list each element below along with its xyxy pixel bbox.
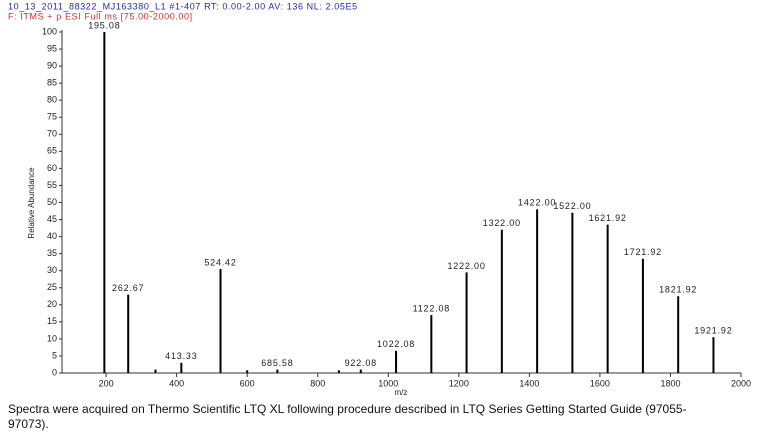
x-tick-label: 800 <box>310 378 325 388</box>
peak-label: 1222.00 <box>448 261 486 271</box>
y-tick-label: 0 <box>52 367 57 377</box>
y-tick-label: 70 <box>47 129 57 139</box>
y-tick-label: 40 <box>47 231 57 241</box>
peak-label: 1921.92 <box>694 326 732 336</box>
peak-label: 922.08 <box>345 358 377 368</box>
peak-label: 262.67 <box>112 283 144 293</box>
y-tick-label: 15 <box>47 316 57 326</box>
peak-label: 1522.00 <box>553 201 591 211</box>
x-tick-label: 400 <box>169 378 184 388</box>
x-tick-label: 600 <box>240 378 255 388</box>
peak-label: 1721.92 <box>624 247 662 257</box>
y-tick-label: 90 <box>47 60 57 70</box>
y-tick-label: 75 <box>47 112 57 122</box>
y-tick-label: 50 <box>47 197 57 207</box>
y-tick-label: 45 <box>47 214 57 224</box>
y-tick-label: 30 <box>47 265 57 275</box>
peak-label: 524.42 <box>204 257 236 267</box>
y-tick-label: 5 <box>52 350 57 360</box>
y-tick-label: 20 <box>47 299 57 309</box>
peak-label: 1022.08 <box>377 339 415 349</box>
y-tick-label: 80 <box>47 95 57 105</box>
x-tick-label: 1600 <box>590 378 610 388</box>
y-axis-label: Relative Abundance <box>27 167 36 239</box>
x-axis-label: m/z <box>395 388 408 397</box>
peak-label: 413.33 <box>165 351 197 361</box>
y-tick-label: 25 <box>47 282 57 292</box>
header-line: 10_13_2011_88322_MJ163380_L1 #1-407 RT: … <box>8 1 358 11</box>
caption-line: Spectra were acquired on Thermo Scientif… <box>8 402 687 416</box>
peak-label: 195.08 <box>88 20 120 30</box>
y-tick-label: 95 <box>47 43 57 53</box>
peak-label: 1422.00 <box>518 198 556 208</box>
x-tick-label: 1000 <box>378 378 398 388</box>
x-tick-label: 1800 <box>660 378 680 388</box>
peak-label: 1122.08 <box>413 303 450 313</box>
caption-line: 97073). <box>8 417 49 431</box>
peak-label: 1821.92 <box>659 285 697 295</box>
y-tick-label: 60 <box>47 163 57 173</box>
x-tick-label: 1400 <box>519 378 539 388</box>
y-tick-label: 85 <box>47 78 57 88</box>
x-tick-label: 2000 <box>731 378 751 388</box>
y-tick-label: 100 <box>42 26 57 36</box>
x-tick-label: 200 <box>99 378 114 388</box>
peak-label: 685.58 <box>261 358 293 368</box>
y-tick-label: 35 <box>47 248 57 258</box>
x-tick-label: 1200 <box>449 378 469 388</box>
peak-label: 1621.92 <box>589 213 627 223</box>
peak-label: 1322.00 <box>483 218 521 228</box>
y-tick-label: 10 <box>47 333 57 343</box>
header-line: F: ITMS + p ESI Full ms [75.00-2000.00] <box>8 11 193 21</box>
y-tick-label: 55 <box>47 180 57 190</box>
y-tick-label: 65 <box>47 146 57 156</box>
